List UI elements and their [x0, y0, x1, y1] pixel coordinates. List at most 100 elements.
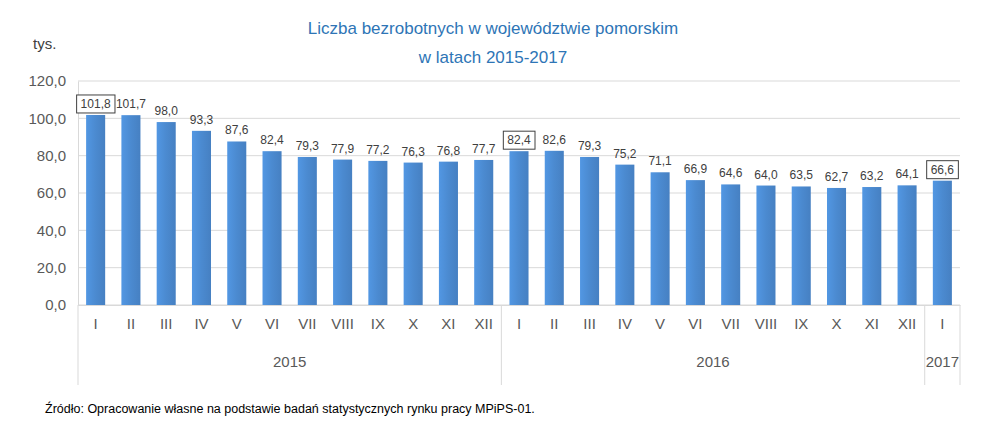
- x-tick-label: VII: [298, 315, 316, 332]
- y-tick-label: 120,0: [28, 72, 66, 89]
- y-tick: 0,0: [45, 296, 78, 313]
- group-label: 2015: [273, 353, 306, 370]
- data-label: 101,7: [116, 97, 146, 111]
- x-tick-label: XI: [441, 315, 455, 332]
- bar: [439, 162, 458, 305]
- data-label: 101,8: [81, 97, 111, 111]
- x-tick: III: [160, 305, 173, 332]
- bar: [192, 131, 211, 305]
- x-tick: IX: [794, 305, 808, 332]
- y-tick: 20,0: [37, 259, 78, 276]
- x-tick: X: [408, 305, 418, 332]
- x-tick: IV: [194, 305, 208, 332]
- x-tick-label: IV: [194, 315, 208, 332]
- chart: 0,020,040,060,080,0100,0120,0IIIIIIIVVVI…: [0, 0, 986, 437]
- group-separator: [501, 305, 502, 385]
- data-label: 79,3: [296, 139, 320, 153]
- x-tick-label: VIII: [755, 315, 778, 332]
- y-tick-label: 60,0: [37, 184, 66, 201]
- x-tick-label: III: [160, 315, 173, 332]
- x-axis: IIIIIIIVVVIVIIVIIIIXXXIXIIIIIIIIIVVVIVII…: [79, 305, 961, 332]
- x-tick-label: V: [232, 315, 242, 332]
- x-tick-label: X: [832, 315, 842, 332]
- x-tick-label: III: [583, 315, 596, 332]
- grid: [78, 81, 960, 305]
- data-labels: 101,8101,798,093,387,682,479,377,977,276…: [77, 95, 959, 184]
- x-tick: I: [517, 305, 521, 332]
- x-tick: XII: [898, 305, 916, 332]
- y-tick-label: 20,0: [37, 259, 66, 276]
- bar: [227, 141, 246, 305]
- data-label: 64,1: [895, 167, 919, 181]
- bar: [263, 151, 282, 305]
- x-tick: V: [655, 305, 665, 332]
- data-label: 76,8: [437, 144, 461, 158]
- x-tick-label: I: [517, 315, 521, 332]
- bar: [545, 151, 564, 305]
- x-tick-label: XI: [865, 315, 879, 332]
- title: Liczba bezrobotnych w województwie pomor…: [308, 19, 678, 38]
- data-label: 82,4: [260, 133, 284, 147]
- year-groups: 2015 2016 2017: [78, 305, 960, 385]
- group-label: 2017: [926, 353, 959, 370]
- y-tick: 100,0: [28, 110, 78, 127]
- x-tick: XI: [441, 305, 455, 332]
- x-tick-label: XII: [898, 315, 916, 332]
- x-tick: VIII: [331, 305, 354, 332]
- data-label: 82,6: [543, 133, 567, 147]
- data-label: 75,2: [613, 147, 637, 161]
- y-axis-label: tys.: [33, 35, 56, 52]
- x-tick: X: [832, 305, 842, 332]
- bar: [898, 185, 917, 305]
- bars: [86, 115, 952, 305]
- x-tick: I: [940, 305, 944, 332]
- x-tick: VII: [298, 305, 316, 332]
- bar: [404, 163, 423, 305]
- data-label: 63,5: [790, 168, 814, 182]
- x-tick: XII: [475, 305, 493, 332]
- bar: [615, 165, 634, 305]
- y-tick-label: 100,0: [28, 110, 66, 127]
- data-label-box: [77, 95, 115, 113]
- y-axis-line: [78, 82, 79, 306]
- bar: [933, 181, 952, 305]
- x-tick-label: I: [940, 315, 944, 332]
- x-tick: IX: [371, 305, 385, 332]
- y-tick: 60,0: [37, 184, 78, 201]
- group-label: 2016: [696, 353, 729, 370]
- bar: [756, 186, 775, 305]
- y-axis: 0,0 20,0 40,0 60,0 80,0 100,0 120,0: [28, 72, 78, 313]
- data-label: 62,7: [825, 170, 849, 184]
- bar: [509, 151, 528, 305]
- group-separator: [960, 305, 961, 385]
- bar: [157, 122, 176, 305]
- data-label-box: [927, 161, 959, 179]
- y-tick-label: 80,0: [37, 147, 66, 164]
- x-tick: XI: [865, 305, 879, 332]
- x-tick: II: [550, 305, 558, 332]
- bar: [651, 172, 670, 305]
- data-label: 79,3: [578, 139, 602, 153]
- x-tick: VI: [265, 305, 279, 332]
- data-label: 77,2: [366, 143, 390, 157]
- y-tick-label: 40,0: [37, 222, 66, 239]
- y-tick: 40,0: [37, 222, 78, 239]
- x-tick-label: X: [408, 315, 418, 332]
- data-label: 98,0: [155, 104, 179, 118]
- x-tick-label: II: [127, 315, 135, 332]
- y-tick: 80,0: [37, 147, 78, 164]
- x-tick-label: II: [550, 315, 558, 332]
- bar: [862, 187, 881, 305]
- x-axis-line: [79, 305, 961, 306]
- y-tick: 120,0: [28, 72, 78, 89]
- x-tick-label: IX: [794, 315, 808, 332]
- x-tick-label: VIII: [331, 315, 354, 332]
- bar: [792, 186, 811, 305]
- data-label: 77,7: [472, 142, 496, 156]
- x-tick: VIII: [755, 305, 778, 332]
- bar: [827, 188, 846, 305]
- data-label: 93,3: [190, 113, 214, 127]
- bar: [121, 115, 140, 305]
- data-label-box: [503, 131, 535, 149]
- bar: [86, 115, 105, 305]
